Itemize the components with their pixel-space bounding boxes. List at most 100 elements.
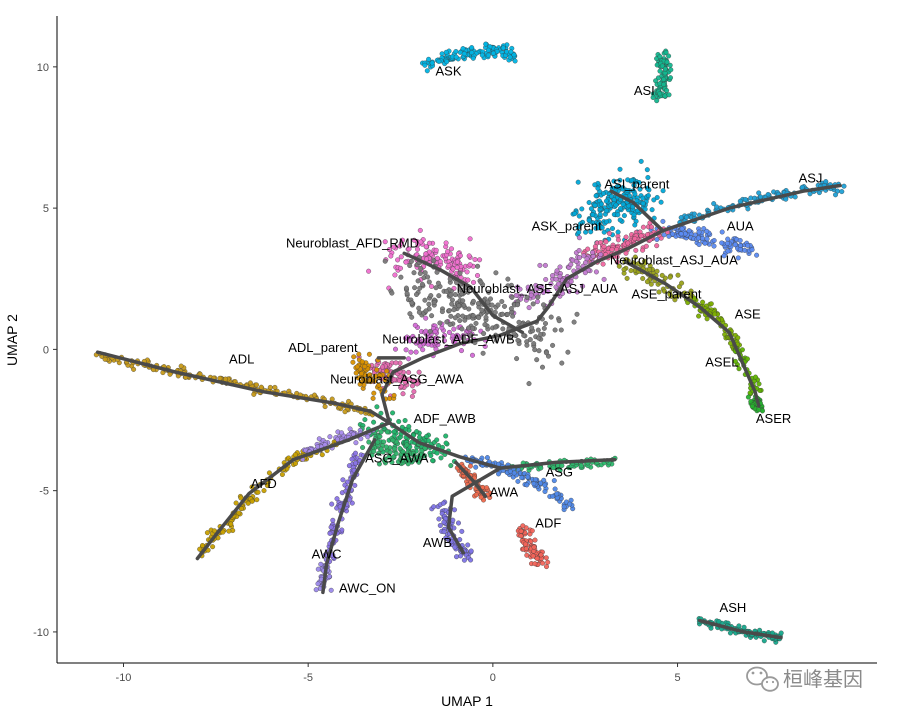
cell-point bbox=[377, 434, 383, 439]
cell-point bbox=[416, 305, 422, 311]
cell-point bbox=[443, 49, 449, 55]
cell-point bbox=[444, 288, 449, 294]
cell-point bbox=[702, 240, 708, 246]
cluster-label: Neuroblast_ASJ_AUA bbox=[610, 253, 738, 268]
cell-point bbox=[499, 299, 505, 304]
watermark-text: 桓峰基因 bbox=[783, 667, 863, 691]
cell-point bbox=[656, 289, 662, 295]
cell-point bbox=[658, 199, 664, 205]
cell-point bbox=[749, 403, 755, 409]
cell-point bbox=[340, 477, 346, 483]
cell-point bbox=[461, 51, 467, 57]
cell-point bbox=[508, 49, 514, 55]
cell-point bbox=[617, 177, 623, 183]
cell-point bbox=[696, 242, 702, 247]
cell-point bbox=[366, 268, 372, 274]
cell-point bbox=[654, 243, 660, 249]
cell-point bbox=[732, 358, 738, 364]
cell-point bbox=[387, 449, 393, 455]
cell-point bbox=[578, 463, 584, 469]
cell-point bbox=[687, 291, 693, 297]
cell-point bbox=[615, 229, 621, 235]
cell-point bbox=[642, 260, 648, 266]
cell-point bbox=[435, 280, 441, 286]
cell-point bbox=[416, 369, 422, 375]
cell-point bbox=[483, 314, 489, 320]
cell-point bbox=[378, 429, 384, 435]
cell-point bbox=[620, 201, 626, 207]
cell-point bbox=[412, 322, 418, 328]
cell-point bbox=[413, 349, 419, 355]
cell-point bbox=[610, 226, 615, 231]
cell-point bbox=[678, 215, 684, 221]
cell-point bbox=[483, 41, 489, 47]
cell-point bbox=[322, 404, 328, 410]
cell-point bbox=[448, 313, 454, 319]
cell-point bbox=[406, 356, 411, 362]
cell-point bbox=[461, 302, 467, 308]
cell-point bbox=[664, 59, 670, 65]
cell-point bbox=[601, 276, 607, 282]
cell-point bbox=[555, 281, 561, 287]
cell-point bbox=[659, 63, 665, 69]
cell-point bbox=[481, 331, 487, 336]
cell-point bbox=[422, 270, 428, 276]
cell-point bbox=[632, 254, 638, 260]
cell-point bbox=[737, 198, 743, 204]
cell-point bbox=[529, 528, 535, 534]
cell-point bbox=[374, 367, 380, 373]
cell-point bbox=[473, 320, 479, 326]
cell-point bbox=[327, 434, 333, 440]
cell-point bbox=[711, 243, 717, 249]
cell-point bbox=[398, 274, 404, 280]
cell-point bbox=[537, 262, 543, 268]
cell-point bbox=[528, 292, 534, 298]
cell-point bbox=[576, 213, 582, 219]
cell-point bbox=[711, 201, 717, 207]
cell-point bbox=[475, 301, 481, 307]
cell-point bbox=[403, 285, 409, 291]
cell-point bbox=[493, 324, 498, 330]
cell-point bbox=[661, 288, 667, 294]
cell-point bbox=[430, 458, 436, 464]
cell-point bbox=[315, 566, 321, 572]
cell-point bbox=[550, 465, 556, 471]
cell-point bbox=[398, 383, 404, 389]
cell-point bbox=[418, 239, 424, 245]
cell-point bbox=[507, 54, 513, 60]
cell-point bbox=[470, 298, 476, 304]
cell-point bbox=[407, 263, 413, 268]
cell-point bbox=[505, 311, 511, 317]
cell-point bbox=[350, 359, 356, 365]
cell-point bbox=[476, 315, 482, 321]
cell-point bbox=[593, 269, 599, 275]
cell-point bbox=[459, 326, 465, 332]
cell-point bbox=[409, 314, 415, 320]
cell-point bbox=[735, 335, 741, 341]
cell-point bbox=[532, 561, 538, 567]
cell-point bbox=[403, 347, 409, 353]
cell-point bbox=[538, 332, 544, 337]
cell-point bbox=[574, 311, 580, 317]
cell-point bbox=[644, 279, 650, 285]
cell-point bbox=[452, 315, 458, 321]
cell-point bbox=[525, 474, 531, 480]
cell-point bbox=[410, 450, 416, 456]
cell-point bbox=[576, 229, 582, 235]
cell-point bbox=[470, 313, 476, 319]
cell-point bbox=[512, 58, 518, 64]
cell-point bbox=[131, 366, 137, 372]
cell-point bbox=[447, 322, 453, 327]
cell-point bbox=[593, 193, 599, 199]
cell-point bbox=[675, 272, 681, 278]
cell-point bbox=[461, 557, 467, 563]
cell-point bbox=[465, 277, 471, 283]
cell-point bbox=[640, 200, 646, 206]
cell-point bbox=[531, 548, 537, 554]
cell-point bbox=[254, 382, 259, 388]
cell-point bbox=[645, 193, 651, 199]
cell-point bbox=[426, 56, 432, 62]
cell-point bbox=[397, 360, 403, 366]
cell-point bbox=[565, 282, 570, 288]
cell-point bbox=[649, 207, 655, 213]
